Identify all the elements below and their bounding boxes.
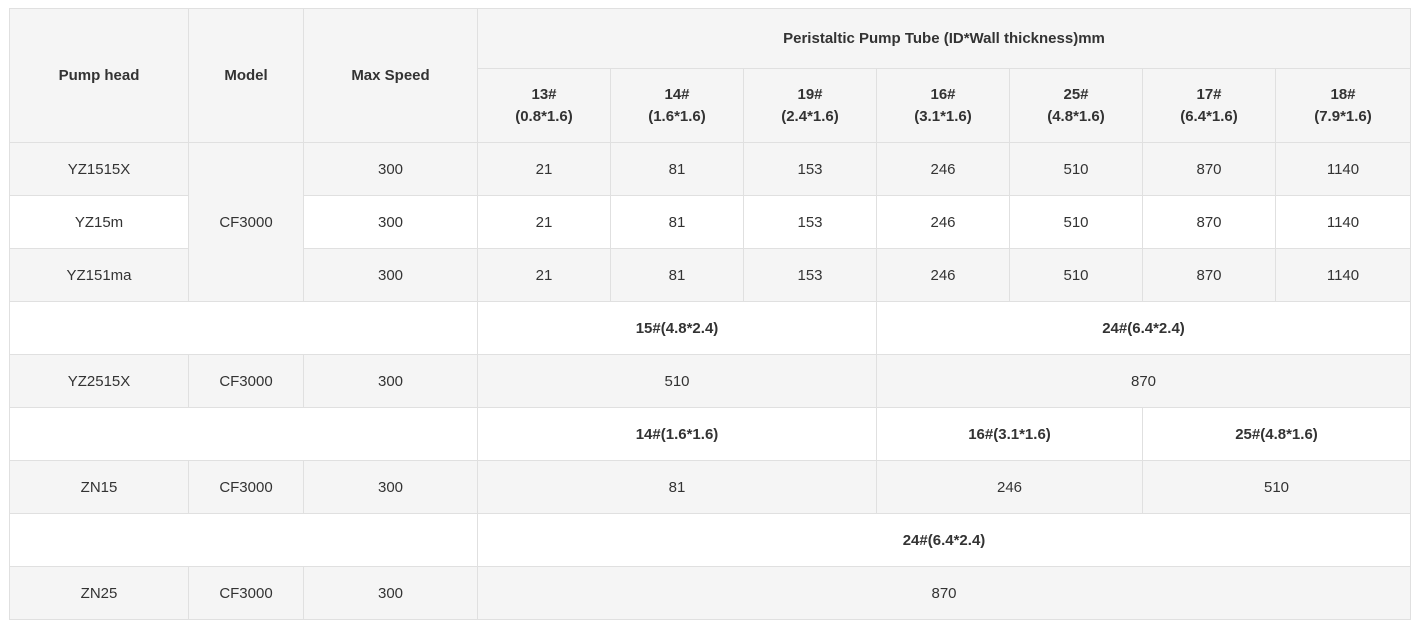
tube-dimensions: (3.1*1.6) bbox=[914, 107, 972, 125]
tube-number: 17# bbox=[1196, 85, 1222, 103]
pump-head-cell: ZN15 bbox=[9, 460, 189, 514]
flow-value-cell: 870 bbox=[876, 354, 1411, 408]
flow-value-cell: 510 bbox=[1009, 248, 1143, 302]
table-row-yz15m: YZ15m 300 21 81 153 246 510 870 1140 bbox=[9, 195, 1411, 249]
flow-value-cell: 81 bbox=[477, 460, 877, 514]
tube-subheader-14: 14#(1.6*1.6) bbox=[477, 407, 877, 461]
blank-cell bbox=[9, 407, 478, 461]
tube-group-header: Peristaltic Pump Tube (ID*Wall thickness… bbox=[477, 8, 1411, 69]
flow-value-cell: 21 bbox=[477, 195, 611, 249]
tube-number: 14# bbox=[664, 85, 690, 103]
col-header-pump-head: Pump head bbox=[9, 8, 189, 143]
header-row-1: Pump head Model Max Speed Peristaltic Pu… bbox=[9, 8, 1411, 143]
flow-value-cell: 510 bbox=[1009, 195, 1143, 249]
flow-value-cell: 510 bbox=[477, 354, 877, 408]
blank-cell bbox=[9, 301, 478, 355]
subheader-row-zn25: 24#(6.4*2.4) bbox=[9, 513, 1411, 567]
tube-dimensions: (4.8*1.6) bbox=[1047, 107, 1105, 125]
tube-dimensions: (7.9*1.6) bbox=[1314, 107, 1372, 125]
max-speed-cell: 300 bbox=[303, 566, 478, 620]
model-cell: CF3000 bbox=[188, 142, 304, 302]
flow-value-cell: 510 bbox=[1142, 460, 1411, 514]
max-speed-cell: 300 bbox=[303, 354, 478, 408]
blank-cell bbox=[9, 513, 478, 567]
tube-dimensions: (1.6*1.6) bbox=[648, 107, 706, 125]
flow-value-cell: 81 bbox=[610, 248, 744, 302]
flow-value-cell: 21 bbox=[477, 142, 611, 196]
tube-col-header-14: 14# (1.6*1.6) bbox=[610, 68, 744, 143]
tube-number: 16# bbox=[930, 85, 956, 103]
tube-number: 25# bbox=[1063, 85, 1089, 103]
pump-head-cell: YZ2515X bbox=[9, 354, 189, 408]
table-row-yz1515x: YZ1515X CF3000 300 21 81 153 246 510 870… bbox=[9, 142, 1411, 302]
flow-value-cell: 81 bbox=[610, 142, 744, 196]
tube-dimensions: (2.4*1.6) bbox=[781, 107, 839, 125]
tube-col-header-16: 16# (3.1*1.6) bbox=[876, 68, 1010, 143]
pump-head-cell: YZ15m bbox=[9, 195, 189, 249]
model-cell: CF3000 bbox=[188, 354, 304, 408]
flow-value-cell: 1140 bbox=[1275, 195, 1411, 249]
tube-number: 19# bbox=[797, 85, 823, 103]
table-row-yz2515x: YZ2515X CF3000 300 510 870 bbox=[9, 354, 1411, 408]
tube-subheader-24b: 24#(6.4*2.4) bbox=[477, 513, 1411, 567]
tube-subheader-15: 15#(4.8*2.4) bbox=[477, 301, 877, 355]
table-row-yz151ma: YZ151ma 300 21 81 153 246 510 870 1140 bbox=[9, 248, 1411, 302]
header-row-2: 13# (0.8*1.6) 14# (1.6*1.6) 19# (2.4*1.6… bbox=[10, 68, 1411, 143]
flow-value-cell: 153 bbox=[743, 142, 877, 196]
pump-spec-table-container: Pump head Model Max Speed Peristaltic Pu… bbox=[9, 8, 1411, 620]
flow-value-cell: 81 bbox=[610, 195, 744, 249]
subheader-row-zn15: 14#(1.6*1.6) 16#(3.1*1.6) 25#(4.8*1.6) bbox=[9, 407, 1411, 461]
tube-subheader-25: 25#(4.8*1.6) bbox=[1142, 407, 1411, 461]
flow-value-cell: 246 bbox=[876, 248, 1010, 302]
flow-value-cell: 246 bbox=[876, 460, 1143, 514]
tube-number: 18# bbox=[1330, 85, 1356, 103]
tube-subheader-16: 16#(3.1*1.6) bbox=[876, 407, 1143, 461]
tube-col-header-25: 25# (4.8*1.6) bbox=[1009, 68, 1143, 143]
tube-col-header-19: 19# (2.4*1.6) bbox=[743, 68, 877, 143]
flow-value-cell: 870 bbox=[1142, 195, 1276, 249]
max-speed-cell: 300 bbox=[303, 195, 478, 249]
tube-number: 13# bbox=[531, 85, 557, 103]
flow-value-cell: 870 bbox=[1142, 142, 1276, 196]
tube-dimensions: (6.4*1.6) bbox=[1180, 107, 1238, 125]
pump-head-cell: ZN25 bbox=[9, 566, 189, 620]
flow-value-cell: 1140 bbox=[1275, 142, 1411, 196]
flow-value-cell: 870 bbox=[1142, 248, 1276, 302]
model-cell: CF3000 bbox=[188, 460, 304, 514]
table-row-zn25: ZN25 CF3000 300 870 bbox=[9, 566, 1411, 620]
flow-value-cell: 510 bbox=[1009, 142, 1143, 196]
subheader-row-yz2515x: 15#(4.8*2.4) 24#(6.4*2.4) bbox=[9, 301, 1411, 355]
flow-value-cell: 246 bbox=[876, 195, 1010, 249]
flow-value-cell: 21 bbox=[477, 248, 611, 302]
flow-value-cell: 246 bbox=[876, 142, 1010, 196]
col-header-model: Model bbox=[188, 8, 304, 143]
pump-head-cell: YZ1515X bbox=[9, 142, 189, 196]
col-header-max-speed: Max Speed bbox=[303, 8, 478, 143]
max-speed-cell: 300 bbox=[303, 248, 478, 302]
pump-head-cell: YZ151ma bbox=[9, 248, 189, 302]
tube-dimensions: (0.8*1.6) bbox=[515, 107, 573, 125]
tube-col-header-13: 13# (0.8*1.6) bbox=[477, 68, 611, 143]
flow-value-cell: 153 bbox=[743, 195, 877, 249]
max-speed-cell: 300 bbox=[303, 460, 478, 514]
flow-value-cell: 1140 bbox=[1275, 248, 1411, 302]
flow-value-cell: 870 bbox=[477, 566, 1411, 620]
pump-spec-table: Pump head Model Max Speed Peristaltic Pu… bbox=[9, 8, 1411, 620]
max-speed-cell: 300 bbox=[303, 142, 478, 196]
table-row-zn15: ZN15 CF3000 300 81 246 510 bbox=[9, 460, 1411, 514]
tube-col-header-18: 18# (7.9*1.6) bbox=[1275, 68, 1411, 143]
tube-col-header-17: 17# (6.4*1.6) bbox=[1142, 68, 1276, 143]
model-cell: CF3000 bbox=[188, 566, 304, 620]
tube-subheader-24: 24#(6.4*2.4) bbox=[876, 301, 1411, 355]
flow-value-cell: 153 bbox=[743, 248, 877, 302]
